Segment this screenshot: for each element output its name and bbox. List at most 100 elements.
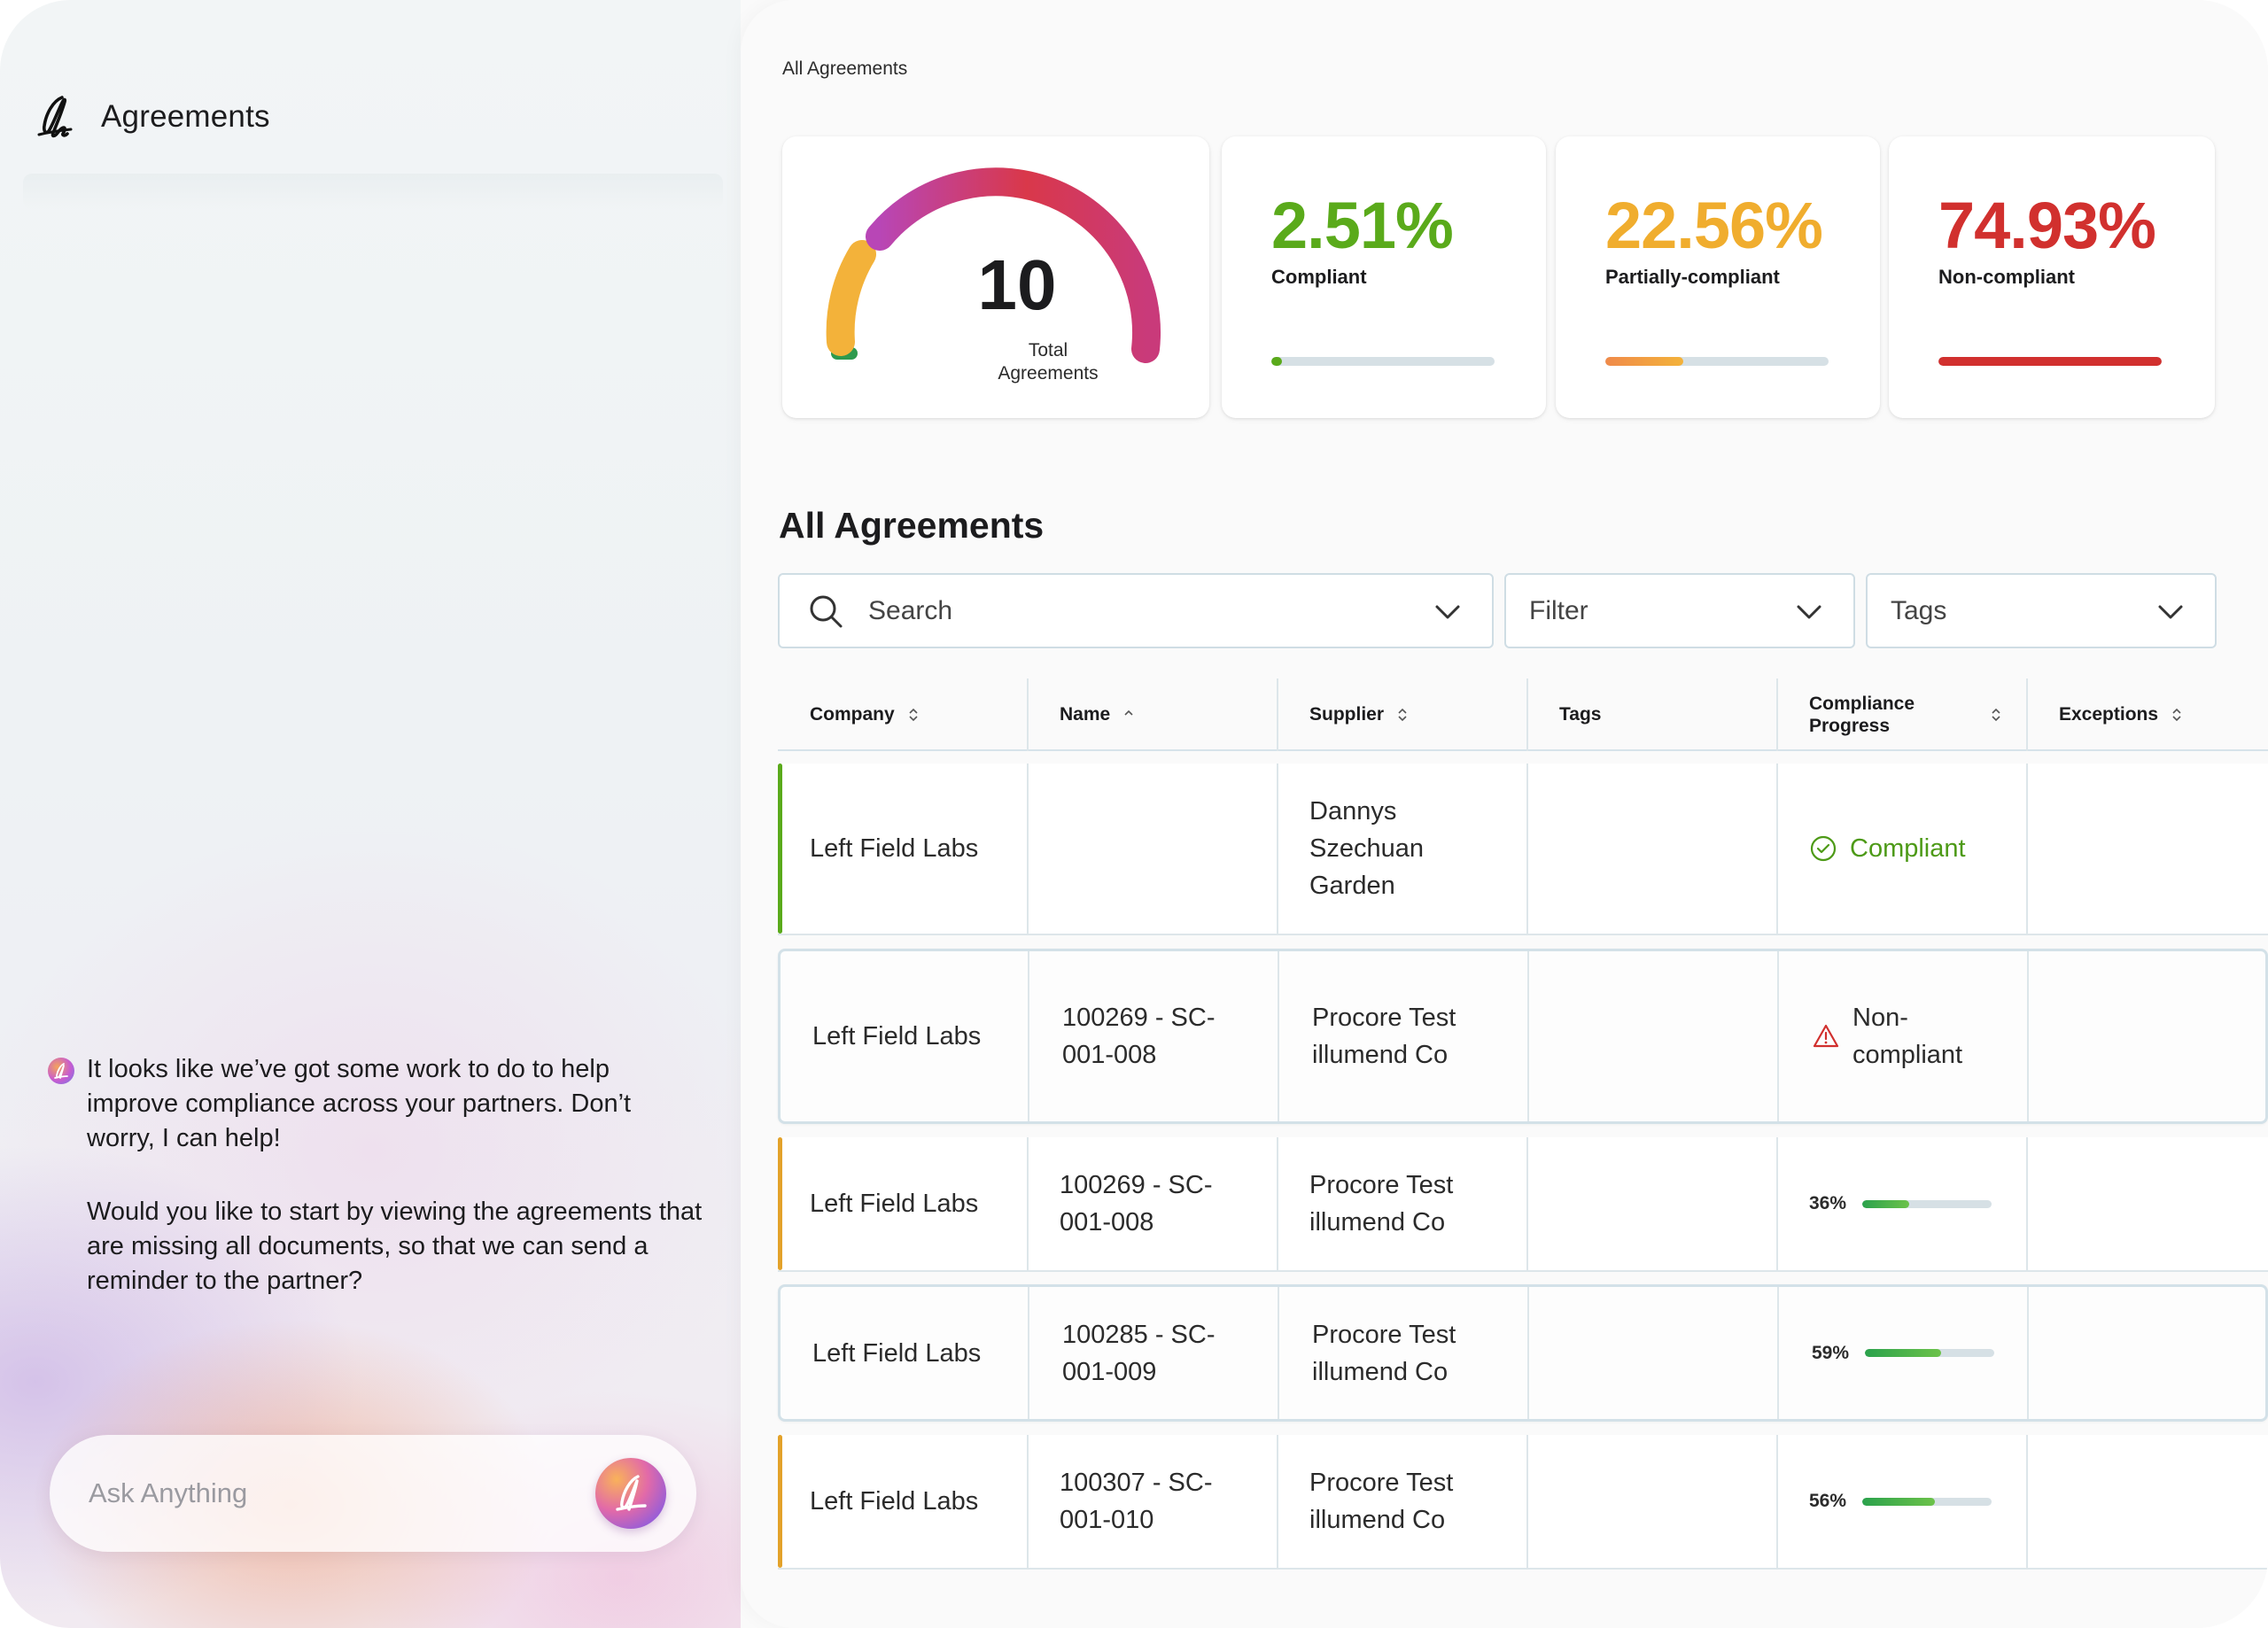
column-divider	[1527, 1287, 1529, 1419]
column-header-company[interactable]: Company	[778, 678, 1028, 751]
column-header-exceptions[interactable]: Exceptions	[2027, 678, 2268, 751]
column-divider	[1028, 1287, 1029, 1419]
partially-compliant-label: Partially-compliant	[1605, 266, 1780, 288]
sort-icon[interactable]	[1990, 706, 2002, 724]
column-header-supplier[interactable]: Supplier	[1278, 678, 1527, 751]
label-line: Agreements	[998, 363, 1099, 384]
column-divider	[1777, 1287, 1779, 1419]
sort-icon[interactable]	[2171, 706, 2183, 724]
column-label: Supplier	[1309, 704, 1385, 725]
cell-supplier: Procore Test illumend Co	[1312, 1004, 1456, 1069]
column-divider	[1526, 764, 1528, 935]
cell-company: Left Field Labs	[812, 1338, 982, 1368]
cell-compliance: 56%	[1777, 1435, 2027, 1568]
cell-name: 100307 - SC-001-010	[1060, 1469, 1213, 1534]
column-header-compliance-progress[interactable]: Compliance Progress	[1777, 678, 2027, 751]
column-divider	[2026, 678, 2028, 751]
cell-company: Left Field Labs	[810, 1487, 979, 1516]
cell-tags	[1530, 951, 1743, 1121]
column-divider	[1526, 1137, 1528, 1272]
row-accent	[778, 1435, 782, 1568]
filter-dropdown[interactable]: Filter	[1504, 573, 1855, 648]
assistant-message: It looks like we’ve got some work to do …	[48, 1052, 703, 1299]
cell-supplier: Procore Test illumend Co	[1309, 1171, 1454, 1237]
progress-label: 36%	[1809, 1193, 1847, 1213]
progress-fill	[1862, 1497, 1935, 1506]
row-accent	[778, 764, 782, 934]
column-divider	[2027, 951, 2029, 1121]
message-paragraph: Would you like to start by viewing the a…	[87, 1198, 703, 1295]
partially-compliant-bar-fill	[1605, 357, 1684, 366]
status-label: Non-compliant	[1852, 1004, 1963, 1069]
cell-supplier: Procore Test illumend Co	[1309, 1469, 1454, 1534]
progress-label: 56%	[1809, 1491, 1847, 1511]
assistant-message-text: It looks like we’ve got some work to do …	[87, 1052, 703, 1299]
sort-asc-icon[interactable]	[1122, 706, 1135, 724]
progress-fill	[1862, 1199, 1909, 1208]
cell-company: Left Field Labs	[812, 1022, 982, 1050]
partially-compliant-card[interactable]: 22.56% Partially-compliant	[1556, 136, 1880, 418]
status-non-compliant: Non-compliant	[1812, 999, 1977, 1074]
progress-track	[1862, 1199, 1992, 1208]
search-icon	[810, 595, 843, 627]
total-agreements-value: 10	[977, 245, 1057, 324]
column-divider	[1027, 678, 1029, 751]
brand: Agreements	[35, 94, 270, 140]
cell-compliance: Non-compliant	[1780, 951, 2010, 1121]
non-compliant-card[interactable]: 74.93% Non-compliant	[1889, 136, 2215, 418]
check-circle-icon	[1810, 835, 1837, 862]
cell-company: Left Field Labs	[810, 1190, 979, 1218]
column-divider	[1527, 951, 1529, 1121]
compliance-progress: 36%	[1809, 1185, 1992, 1222]
chevron-down-icon	[1435, 605, 1460, 619]
column-header-name[interactable]: Name	[1028, 678, 1278, 751]
compliance-progress: 59%	[1812, 1335, 1995, 1372]
partially-compliant-bar	[1605, 357, 1829, 366]
compliant-card[interactable]: 2.51% Compliant	[1222, 136, 1546, 418]
compliance-progress: 56%	[1809, 1483, 1992, 1520]
column-divider	[2026, 764, 2028, 935]
ask-bar	[50, 1435, 696, 1552]
assistant-send-button[interactable]	[595, 1458, 666, 1529]
tags-dropdown[interactable]: Tags	[1866, 573, 2217, 648]
non-compliant-label: Non-compliant	[1938, 266, 2075, 288]
column-header-tags[interactable]: Tags	[1527, 678, 1777, 751]
label-line: Total	[1028, 340, 1068, 360]
cell-name: 100285 - SC-001-009	[1062, 1320, 1216, 1386]
non-compliant-percent: 74.93%	[1938, 189, 2156, 262]
column-divider	[1776, 1435, 1778, 1570]
column-divider	[1277, 678, 1278, 751]
column-divider	[1028, 951, 1029, 1121]
column-divider	[1777, 951, 1779, 1121]
table-row[interactable]: Left Field Labs 100307 - SC-001-010 Proc…	[778, 1435, 2268, 1570]
progress-label: 59%	[1812, 1342, 1850, 1363]
column-divider	[2026, 1137, 2028, 1272]
table-row[interactable]: Left Field Labs Dannys Szechuan Garden C…	[778, 764, 2268, 935]
column-divider	[1526, 1435, 1528, 1570]
breadcrumb[interactable]: All Agreements	[782, 58, 908, 79]
progress-fill	[1865, 1349, 1942, 1357]
column-label: Compliance Progress	[1809, 694, 1915, 736]
cell-tags	[1527, 1435, 1740, 1568]
table-row[interactable]: Left Field Labs 100269 - SC-001-008 Proc…	[778, 1137, 2268, 1272]
progress-track	[1865, 1349, 1995, 1357]
header-divider	[23, 174, 723, 209]
column-divider	[1278, 951, 1279, 1121]
cell-tags	[1527, 1137, 1740, 1270]
cell-compliance: 36%	[1777, 1137, 2027, 1270]
cell-name: 100269 - SC-001-008	[1062, 1004, 1216, 1069]
sort-icon[interactable]	[907, 706, 920, 724]
status-label: Compliant	[1850, 834, 1966, 863]
column-divider	[1278, 1287, 1279, 1419]
progress-track	[1862, 1497, 1992, 1506]
non-compliant-bar-fill	[1938, 357, 2162, 366]
ask-input[interactable]	[89, 1477, 585, 1509]
table-row[interactable]: Left Field Labs 100269 - SC-001-008 Proc…	[778, 949, 2268, 1124]
total-agreements-label: Total Agreements	[959, 339, 1137, 385]
search-dropdown[interactable]: Search	[778, 573, 1494, 648]
sort-icon[interactable]	[1396, 706, 1409, 724]
cell-name: 100269 - SC-001-008	[1060, 1171, 1213, 1237]
table-header: Company Name Supplier Tags Compliance Pr…	[778, 678, 2268, 751]
table-row[interactable]: Left Field Labs 100285 - SC-001-009 Proc…	[778, 1284, 2268, 1422]
